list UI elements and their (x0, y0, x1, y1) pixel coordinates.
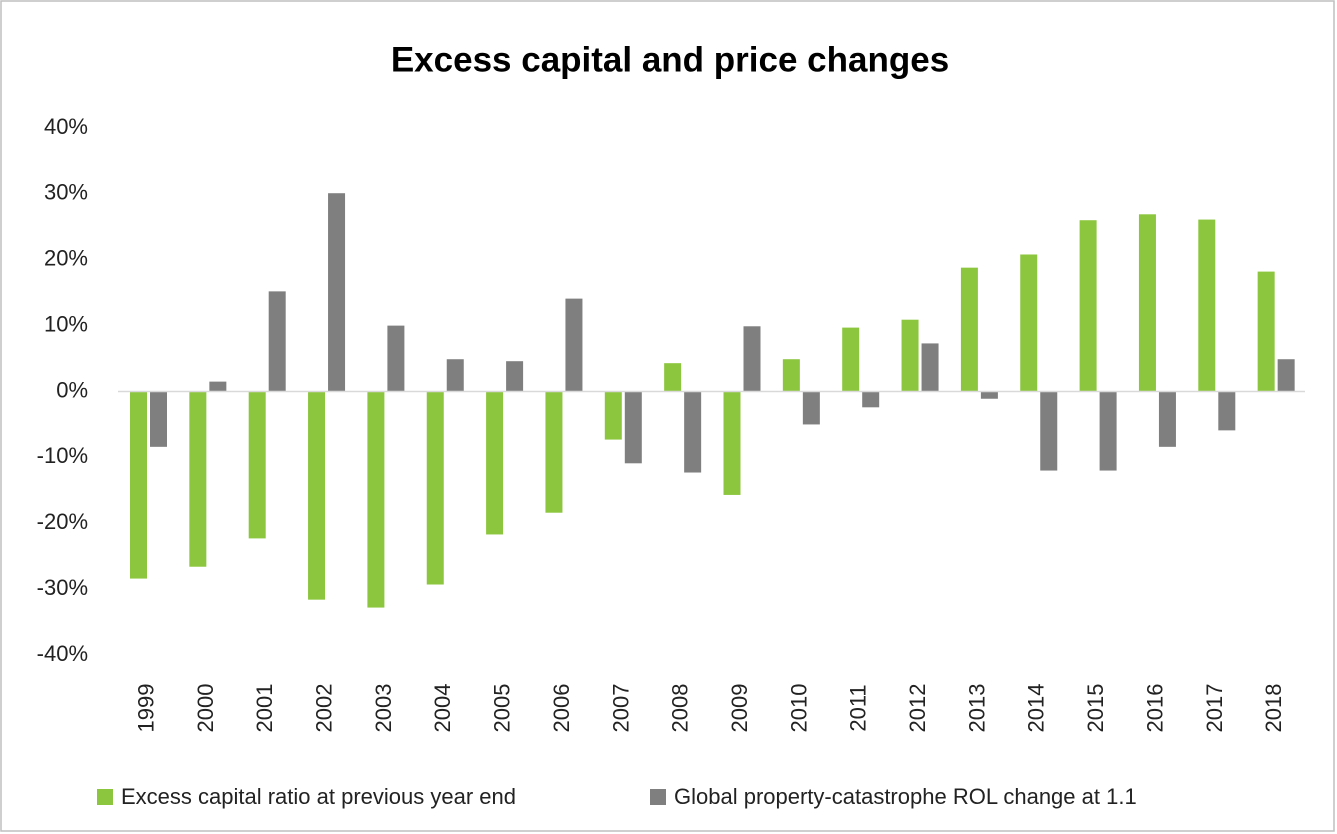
bar (209, 381, 227, 392)
bar (842, 327, 860, 392)
bar (723, 391, 741, 495)
x-tick-label: 2007 (608, 684, 633, 733)
bar (684, 391, 702, 473)
x-tick-label: 2001 (252, 684, 277, 733)
bar (328, 193, 346, 392)
bar (506, 361, 524, 392)
legend-label: Global property-catastrophe ROL change a… (674, 784, 1137, 809)
x-tick-label: 1999 (133, 684, 158, 733)
y-tick-label: 0% (56, 377, 88, 402)
x-tick-label: 2014 (1024, 684, 1049, 733)
x-tick-label: 2015 (1083, 684, 1108, 733)
bar (960, 267, 978, 392)
legend-label: Excess capital ratio at previous year en… (121, 784, 516, 809)
y-tick-label: -10% (37, 443, 88, 468)
x-tick-label: 2011 (846, 684, 871, 731)
bar (150, 391, 167, 447)
x-tick-label: 2016 (1142, 684, 1167, 733)
x-tick-label: 2008 (668, 684, 693, 733)
x-tick-label: 2018 (1261, 684, 1286, 733)
x-tick-label: 2004 (430, 684, 455, 733)
bar (624, 391, 642, 464)
bar (1257, 271, 1275, 392)
bar (862, 391, 880, 408)
bar (802, 391, 820, 425)
x-tick-label: 2005 (490, 684, 515, 733)
bar (604, 391, 622, 440)
x-tick-label: 2000 (193, 684, 218, 733)
legend-swatch (97, 789, 113, 805)
chart-title: Excess capital and price changes (391, 40, 949, 79)
bar (268, 291, 286, 392)
bar (486, 391, 504, 535)
bar (1138, 214, 1156, 392)
y-tick-label: 40% (44, 114, 88, 139)
bar (248, 391, 266, 539)
bar (1020, 254, 1038, 392)
x-tick-label: 2013 (964, 684, 989, 733)
bar (1099, 391, 1117, 471)
bar (782, 359, 800, 392)
bar (980, 391, 998, 399)
bar (901, 319, 919, 392)
bar (921, 343, 939, 392)
bar (1277, 359, 1295, 392)
bar (1218, 391, 1236, 431)
bar (426, 391, 444, 585)
bar (565, 298, 583, 392)
x-tick-label: 2009 (727, 684, 752, 733)
x-tick-label: 2017 (1202, 684, 1227, 733)
bar (545, 391, 563, 513)
bar (367, 391, 385, 608)
bar (1079, 220, 1097, 392)
y-tick-label: -30% (37, 575, 88, 600)
bar (387, 325, 405, 392)
bar (1040, 391, 1058, 471)
y-tick-label: -20% (37, 509, 88, 534)
x-tick-label: 2003 (371, 684, 396, 733)
y-tick-label: 20% (44, 246, 88, 271)
bar (1158, 391, 1176, 447)
x-tick-label: 2006 (549, 684, 574, 733)
x-tick-label: 2002 (312, 684, 337, 733)
x-tick-label: 2010 (786, 684, 811, 733)
y-tick-label: -40% (37, 641, 88, 666)
bar (743, 326, 761, 392)
bar (308, 391, 326, 600)
bar (1198, 219, 1216, 392)
bar (446, 359, 464, 392)
bar (130, 391, 147, 579)
y-tick-label: 30% (44, 180, 88, 205)
bar (664, 363, 682, 392)
y-tick-label: 10% (44, 311, 88, 336)
bar (189, 391, 207, 567)
x-tick-label: 2012 (905, 684, 930, 733)
legend-swatch (650, 789, 666, 805)
